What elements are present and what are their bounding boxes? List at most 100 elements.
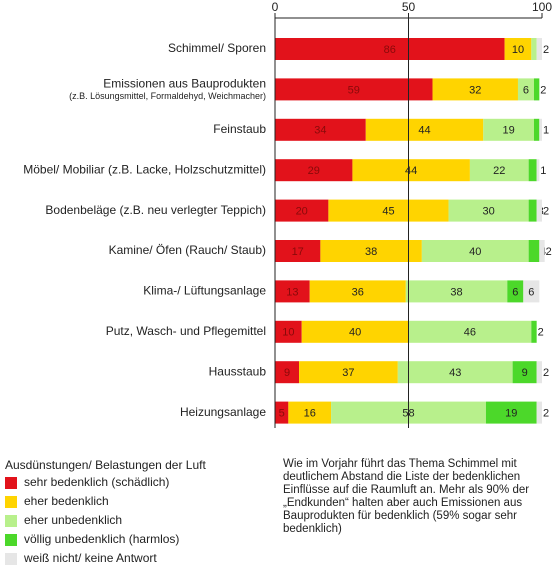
value-label: 2 (538, 327, 544, 339)
category-label: Feinstaub (213, 122, 266, 136)
value-label: 86 (384, 44, 396, 56)
value-label: 2 (543, 44, 549, 56)
category-label: Klima-/ Lüftungsanlage (143, 284, 266, 298)
value-label: 10 (512, 44, 524, 56)
value-label: 13 (286, 286, 298, 298)
legend-label: eher bedenklich (24, 494, 109, 508)
bar-segment (539, 240, 545, 262)
value-label: 59 (348, 84, 360, 96)
value-label: 6 (523, 84, 529, 96)
value-label: 5 (279, 408, 285, 420)
bar-segment (528, 240, 540, 262)
category-label: Kamine/ Öfen (Rauch/ Staub) (109, 243, 266, 257)
legend-swatch (5, 553, 17, 565)
bar-segment (432, 78, 518, 101)
value-label: 2 (540, 84, 546, 96)
bar-segment (309, 280, 406, 303)
legend-label: eher unbedenklich (24, 513, 122, 527)
bar-segment (531, 38, 537, 60)
value-label: 2 (546, 246, 552, 258)
bar-segment (320, 240, 422, 262)
value-label: 22 (493, 165, 505, 177)
bar-segment (275, 159, 353, 182)
value-label: 9 (522, 367, 528, 379)
value-label: 20 (296, 206, 308, 218)
bar-segment (275, 199, 329, 222)
bar-segment (517, 78, 534, 101)
bar-segment (536, 38, 542, 60)
bar-segment (483, 118, 534, 141)
bar-segment (536, 361, 542, 384)
bar-segment (536, 401, 542, 424)
note: Wie im Vorjahr führt das Thema Schimmel … (283, 458, 530, 535)
bar-segment (397, 361, 513, 384)
value-label: 44 (405, 165, 417, 177)
value-label: 1 (540, 165, 546, 177)
value-label: 6 (512, 286, 518, 298)
category-label: Bodenbeläge (z.B. neu verlegter Teppich) (45, 203, 266, 217)
bar-segment (405, 280, 508, 303)
x-tick-label: 0 (272, 0, 279, 14)
value-label: 34 (314, 125, 326, 137)
value-label: 40 (469, 246, 481, 258)
value-label: 36 (352, 286, 364, 298)
bar-segment (539, 118, 542, 141)
bar-segment (469, 159, 529, 182)
bar-segment (504, 38, 532, 60)
bar-segment (533, 118, 540, 141)
bar-segment (275, 38, 505, 60)
bar-segment (275, 240, 321, 262)
bar-segment (301, 320, 409, 343)
category-label: Möbel/ Mobiliar (z.B. Lacke, Holzschutzm… (23, 162, 266, 176)
legend-swatch (5, 496, 17, 508)
legend-title: Ausdünstungen/ Belastungen der Luft (5, 458, 206, 472)
bar-segment (448, 199, 529, 222)
bar-segment (485, 401, 537, 424)
bar-segment (275, 320, 302, 343)
value-label: 30 (482, 206, 494, 218)
bar-segment (275, 401, 289, 424)
value-label: 6 (528, 286, 534, 298)
bar-segment (275, 280, 310, 303)
bar-segment (507, 280, 524, 303)
value-label: 37 (342, 367, 354, 379)
category-label: Putz, Wasch- und Pflegemittel (106, 324, 266, 338)
bar-segment (408, 320, 532, 343)
bar-segment (275, 78, 433, 101)
value-label: 19 (505, 408, 517, 420)
bar-segment (275, 361, 300, 384)
legend-label: weiß nicht/ keine Antwort (23, 551, 157, 565)
bar-segment (533, 78, 540, 101)
value-label: 2 (543, 367, 549, 379)
x-tick-label: 50 (402, 0, 416, 14)
value-label: 38 (450, 286, 462, 298)
value-label: 46 (464, 327, 476, 339)
value-label: 40 (349, 327, 361, 339)
bar-segment (512, 361, 537, 384)
category-note: (z.B. Lösungsmittel, Formaldehyd, Weichm… (69, 91, 266, 101)
bar-segment (421, 240, 529, 262)
value-label: 38 (365, 246, 377, 258)
category-label: Heizungsanlage (180, 405, 266, 419)
value-label: 45 (382, 206, 394, 218)
category-label: Emissionen aus Bauprodukten (103, 77, 266, 91)
bar-segment (531, 320, 537, 343)
legend-swatch (5, 515, 17, 527)
bar-segment (352, 159, 470, 182)
bar-segment (288, 401, 332, 424)
value-label: 2 (543, 408, 549, 420)
value-label: 1 (543, 125, 549, 137)
category-label: Schimmel/ Sporen (168, 41, 266, 55)
value-label: 32 (469, 84, 481, 96)
legend-label: völlig unbedenklich (harmlos) (24, 532, 179, 546)
value-label: 2 (543, 206, 549, 218)
value-label: 16 (304, 408, 316, 420)
bar-segment (536, 199, 542, 222)
legend-swatch (5, 534, 17, 546)
category-label: Hausstaub (209, 364, 267, 378)
legend-swatch (5, 477, 17, 489)
value-label: 44 (418, 125, 430, 137)
value-label: 19 (503, 125, 515, 137)
